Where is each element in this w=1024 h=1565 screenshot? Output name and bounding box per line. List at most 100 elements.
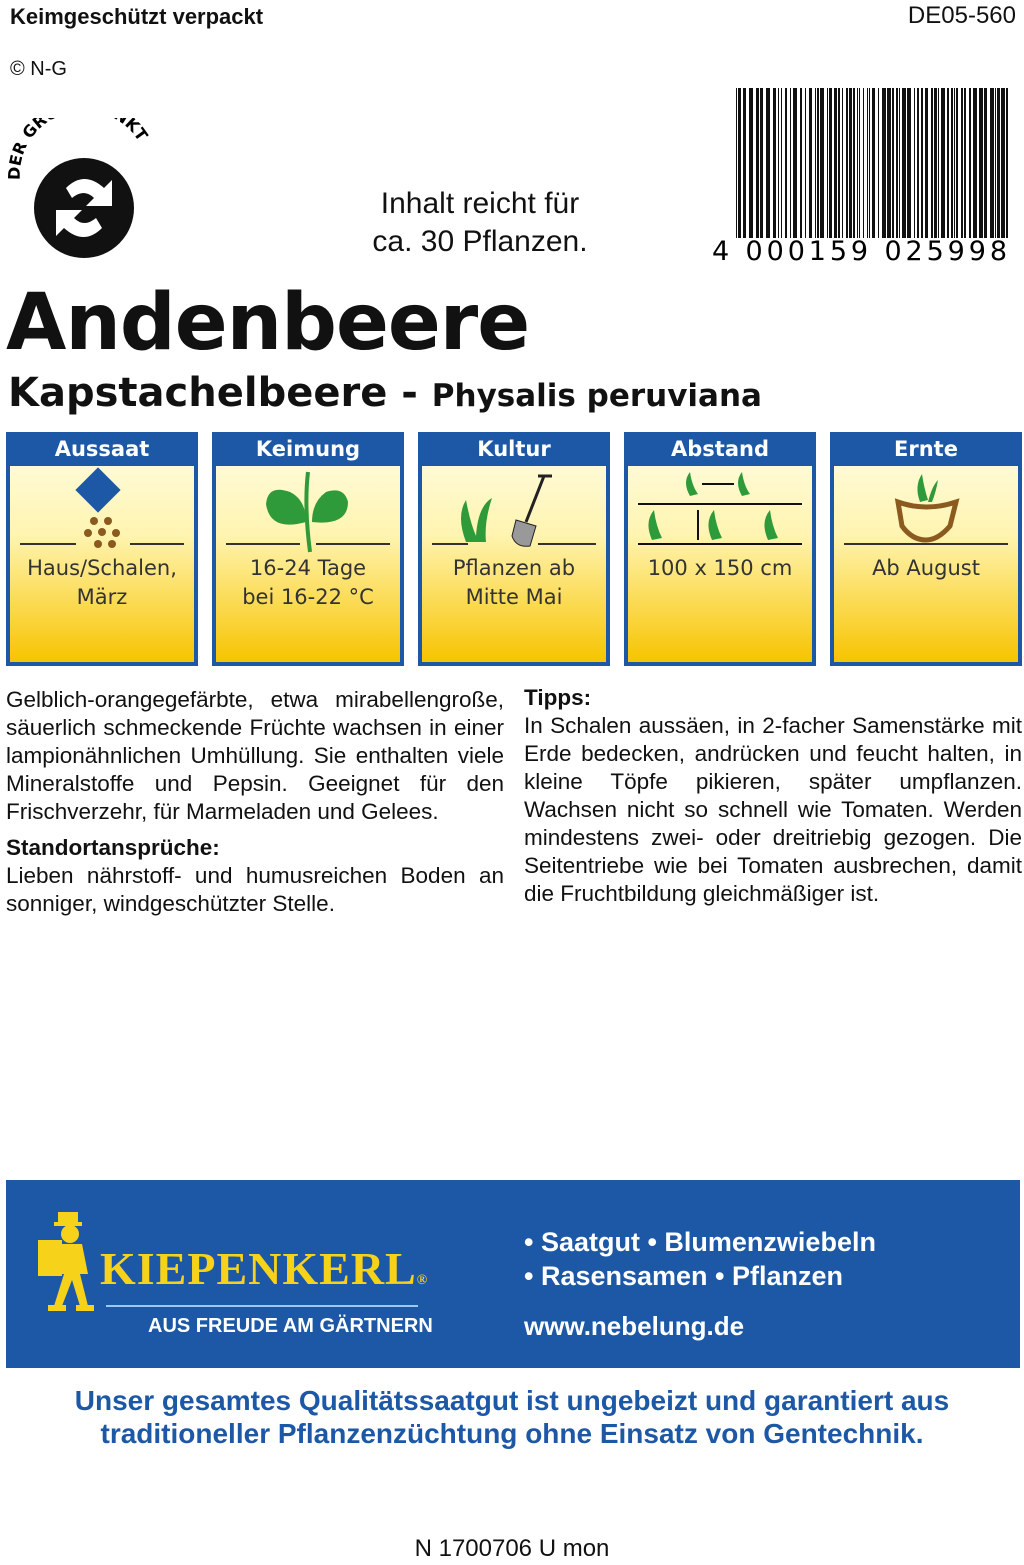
kiepenkerl-figure-icon xyxy=(38,1212,94,1311)
barcode-bar xyxy=(820,88,824,238)
alt-name: Kapstachelbeere - xyxy=(8,370,432,416)
barcode-bar xyxy=(892,88,894,238)
tips-heading: Tipps: xyxy=(524,685,592,710)
barcode-bar xyxy=(938,88,939,238)
barcode-bar xyxy=(947,88,949,238)
barcode-bar xyxy=(863,88,864,238)
barcode-bar xyxy=(956,88,958,238)
barcode-bar xyxy=(846,88,848,238)
barcode-bar xyxy=(902,88,906,238)
barcode-bar xyxy=(878,88,879,238)
barcode-bar xyxy=(793,88,797,238)
barcode-bar xyxy=(738,88,741,238)
product-name: Andenbeere xyxy=(6,278,530,368)
description: Gelblich-orangegefärbte, etwa mirabellen… xyxy=(6,687,504,824)
barcode-bar xyxy=(809,88,812,238)
panel-text: 100 x 150 cm xyxy=(628,554,812,583)
article-number: DE05-560 xyxy=(907,2,1016,29)
tips-text: In Schalen aussäen, in 2-facher Samenstä… xyxy=(524,713,1022,906)
barcode-bar xyxy=(857,88,858,238)
brand-name: KIEPENKERL xyxy=(100,1243,417,1294)
barcode-bar xyxy=(931,88,933,238)
contents-line: ca. 30 Pflanzen. xyxy=(372,225,588,258)
barcode-bar xyxy=(853,88,855,238)
barcode-bar xyxy=(869,88,870,238)
barcode-bar xyxy=(736,88,737,238)
panel-title: Ernte xyxy=(830,432,1022,466)
barcode-bar xyxy=(838,88,840,238)
panel-abstand: Abstand 100 x 150 cm xyxy=(624,432,816,666)
panel-text: Pflanzen ab Mitte Mai xyxy=(422,554,606,612)
panel-line: 16-24 Tage xyxy=(249,556,367,580)
spacing-icon xyxy=(638,472,802,545)
description-column: Gelblich-orangegefärbte, etwa mirabellen… xyxy=(6,686,504,918)
barcode-bar xyxy=(766,88,770,238)
brand-slogan: AUS FREUDE AM GÄRTNERN xyxy=(148,1315,433,1337)
plant-spade-icon xyxy=(432,474,596,547)
barcode-bar xyxy=(756,88,759,238)
product-subtitle: Kapstachelbeere - Physalis peruviana xyxy=(8,370,762,416)
barcode-bar xyxy=(995,88,996,238)
barcode-bar xyxy=(979,88,983,238)
barcode-bar xyxy=(817,88,819,238)
panel-line: Mitte Mai xyxy=(465,585,563,609)
barcode-bar xyxy=(749,88,753,238)
panel-line: 100 x 150 cm xyxy=(647,556,793,580)
barcode-bar xyxy=(921,88,923,238)
quality-line: traditioneller Pflanzenzüchtung ohne Ein… xyxy=(100,1418,924,1449)
contents-info: Inhalt reicht für ca. 30 Pflanzen. xyxy=(340,185,620,261)
barcode-bar xyxy=(829,88,832,238)
panel-ernte: Ernte Ab August xyxy=(830,432,1022,666)
barcode-bar xyxy=(785,88,787,238)
copyright: © N-G xyxy=(10,58,67,80)
barcode-bar xyxy=(941,88,945,238)
barcode-bar xyxy=(800,88,802,238)
barcode-bar xyxy=(964,88,966,238)
barcode-bar xyxy=(842,88,843,238)
footer-code: N 1700706 U mon xyxy=(414,1535,610,1562)
barcode-bar xyxy=(859,88,860,238)
panel-title: Keimung xyxy=(212,432,404,466)
barcode: 4 000159 025998 xyxy=(712,88,1008,263)
barcode-bar xyxy=(914,88,915,238)
barcode-bar xyxy=(872,88,875,238)
panel-aussaat: Aussaat Haus/Schalen, März xyxy=(6,432,198,666)
seedling-icon xyxy=(226,471,390,553)
quality-statement: Unser gesamtes Qualitätssaatgut ist unge… xyxy=(0,1384,1024,1450)
packaging-note: Keimgeschützt verpackt xyxy=(10,4,264,29)
barcode-bar xyxy=(934,88,937,238)
barcode-bar xyxy=(867,88,868,238)
barcode-bar xyxy=(1006,88,1008,238)
website-link[interactable]: www.nebelung.de xyxy=(524,1311,745,1341)
panel-line: Ab August xyxy=(872,556,980,580)
panel-text: 16-24 Tage bei 16-22 °C xyxy=(216,554,400,612)
barcode-bar xyxy=(984,88,987,238)
barcode-bar xyxy=(887,88,891,238)
harvest-basket-icon xyxy=(844,474,1008,545)
barcode-bar xyxy=(907,88,911,238)
barcode-bar xyxy=(815,88,816,238)
barcode-bar xyxy=(899,88,900,238)
barcode-bar xyxy=(973,88,977,238)
divider xyxy=(106,1305,418,1307)
panel-title: Abstand xyxy=(624,432,816,466)
brand-logo: KIEPENKERL® xyxy=(100,1242,428,1295)
barcode-bar xyxy=(990,88,994,238)
panel-text: Haus/Schalen, März xyxy=(10,554,194,612)
barcode-bar xyxy=(925,88,928,238)
seed-sowing-icon xyxy=(20,467,184,548)
panel-title: Aussaat xyxy=(6,432,198,466)
quality-line: Unser gesamtes Qualitätssaatgut ist unge… xyxy=(74,1385,950,1416)
barcode-bar xyxy=(997,88,1000,238)
tips-column: Tipps: In Schalen aussäen, in 2-facher S… xyxy=(524,684,1022,908)
barcode-bar xyxy=(773,88,776,238)
barcode-number: 4 000159 025998 xyxy=(712,236,1007,263)
panel-line: bei 16-22 °C xyxy=(242,585,374,609)
panel-keimung: Keimung 16-24 Tage bei 16-22 °C xyxy=(212,432,404,666)
barcode-bar xyxy=(790,88,791,238)
barcode-bar xyxy=(917,88,919,238)
barcode-bar xyxy=(951,88,953,238)
panel-line: Pflanzen ab xyxy=(452,556,576,580)
brand-banner xyxy=(6,1180,1020,1368)
barcode-bar xyxy=(1001,88,1005,238)
